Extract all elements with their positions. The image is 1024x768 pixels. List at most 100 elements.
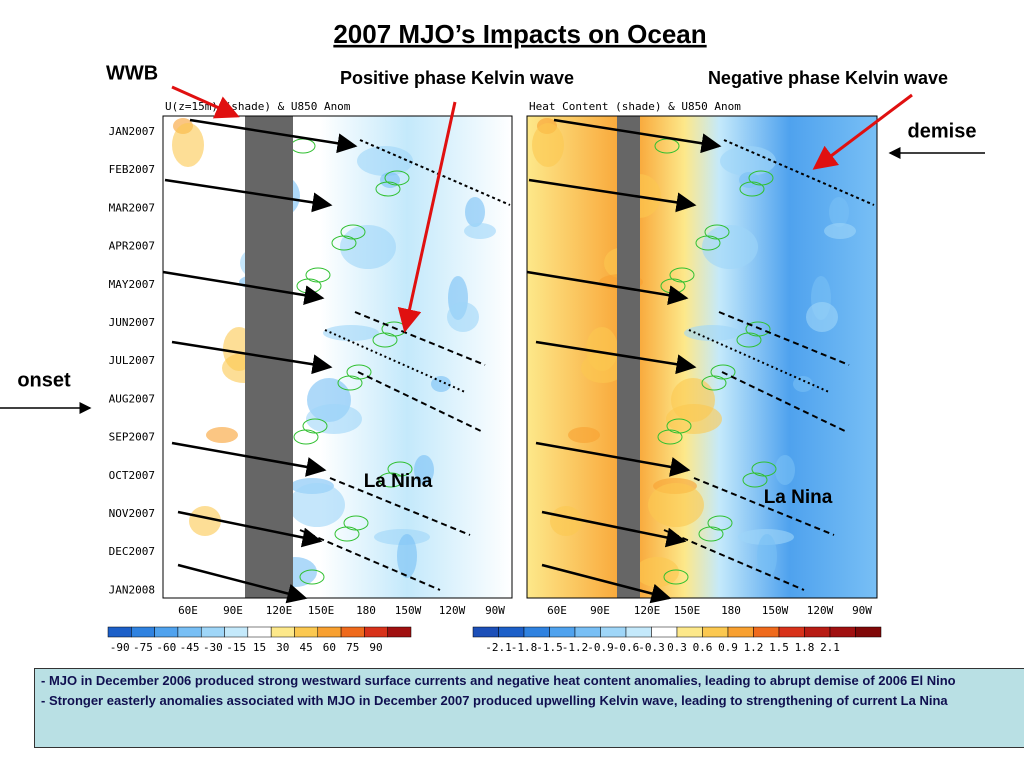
contour (346, 364, 372, 380)
x-label: 90E (590, 604, 610, 617)
colorbar-swatch (107, 626, 132, 638)
contour (739, 181, 765, 197)
contour (669, 267, 695, 283)
colorbar-label: -45 (180, 641, 200, 654)
shade-blob (323, 325, 379, 341)
contour (372, 332, 398, 348)
date-label: MAR2007 (109, 201, 155, 214)
shade-blob (581, 353, 625, 383)
panel-title: U(z=15m) (shade) & U850 Anom (165, 100, 351, 113)
notes-box: - MJO in December 2006 produced strong w… (34, 668, 1024, 748)
contour (384, 170, 410, 186)
date-label: JAN2007 (109, 125, 155, 138)
shade-blob (380, 172, 400, 188)
shade-blob (666, 404, 722, 434)
shade-blob (172, 123, 204, 167)
shade-blob (189, 506, 221, 536)
positive-arrow (397, 101, 457, 333)
colorbar-swatch (154, 626, 179, 638)
mjo-arrow (535, 340, 697, 375)
contour (334, 526, 360, 542)
x-label: 150W (762, 604, 789, 617)
colorbar-swatch (224, 626, 249, 638)
colorbar-label: -1.8 (511, 641, 538, 654)
contour (305, 267, 331, 283)
contour (293, 429, 319, 445)
contour (701, 375, 727, 391)
colorbar-swatch (753, 626, 780, 638)
shade-blob (775, 455, 795, 485)
colorbar-swatch (340, 626, 365, 638)
colorbar-label: 0.9 (718, 641, 738, 654)
contour (710, 364, 736, 380)
colorbar-swatch (600, 626, 627, 638)
contour (707, 515, 733, 531)
mjo-arrow (535, 441, 691, 477)
date-label: MAY2007 (109, 278, 155, 291)
kelvin-path (324, 329, 466, 393)
contour (751, 461, 777, 477)
colorbar-swatch (523, 626, 550, 638)
colorbar-label: 1.5 (769, 641, 789, 654)
kelvin-path (354, 311, 486, 366)
mjo-arrow (526, 270, 689, 306)
note: - MJO in December 2006 produced strong w… (41, 673, 956, 688)
date-label: AUG2007 (109, 392, 155, 405)
wwb-label: WWB (106, 62, 158, 84)
la-nina-right: La Nina (764, 487, 833, 508)
note: - Stronger easterly anomalies associated… (41, 693, 948, 708)
contour (742, 472, 768, 488)
colorbar-swatch (702, 626, 729, 638)
shade-blob (829, 197, 849, 227)
colorbar-label: 0.3 (667, 641, 687, 654)
shade-blob (684, 325, 740, 341)
date-label: JAN2008 (109, 583, 155, 596)
colorbar-label: -0.3 (638, 641, 665, 654)
colorbar-swatch (364, 626, 388, 638)
date-label: DEC2007 (109, 545, 155, 558)
onset-label: onset (17, 369, 71, 391)
mjo-arrow (553, 118, 722, 154)
colorbar-swatch (498, 626, 525, 638)
kelvin-path (693, 477, 835, 536)
contour (387, 461, 413, 477)
x-label: 60E (547, 604, 567, 617)
panel-title: Heat Content (shade) & U850 Anom (529, 100, 741, 113)
shade-blob (635, 557, 679, 587)
date-label: JUL2007 (109, 354, 155, 367)
colorbar-label: 60 (323, 641, 336, 654)
x-label: 90E (223, 604, 243, 617)
colorbar-swatch (804, 626, 831, 638)
shade-blob (447, 302, 479, 332)
x-label: 120W (807, 604, 834, 617)
kelvin-path (329, 477, 471, 536)
colorbar-label: 2.1 (820, 641, 840, 654)
x-label: 150E (674, 604, 701, 617)
shade-blob (568, 427, 600, 443)
date-label: APR2007 (109, 240, 155, 253)
mjo-arrow (162, 270, 325, 306)
kelvin-path (718, 311, 850, 366)
mjo-arrow (541, 563, 672, 604)
shade-blob (648, 483, 704, 527)
x-label: 150W (395, 604, 422, 617)
colorbar-swatch (549, 626, 576, 638)
colorbar-swatch (177, 626, 202, 638)
colorbar-label: 1.8 (795, 641, 815, 654)
la-nina-left: La Nina (364, 471, 433, 492)
contour (302, 418, 328, 434)
contour (698, 526, 724, 542)
contour (299, 569, 325, 585)
shade-blob (793, 376, 813, 392)
x-label: 60E (178, 604, 198, 617)
contour (375, 181, 401, 197)
colorbar-swatch (294, 626, 319, 638)
panels: U(z=15m) (shade) & U850 Anom 60E 90E 120E 15… (107, 100, 882, 654)
contour (666, 418, 692, 434)
wwb-arrow (171, 85, 240, 119)
colorbar-label: -0.9 (587, 641, 614, 654)
shade-blob (289, 483, 345, 527)
mjo-arrow (528, 178, 697, 213)
colorbar-label: -30 (203, 641, 223, 654)
positive-label: Positive phase Kelvin wave (340, 68, 574, 88)
